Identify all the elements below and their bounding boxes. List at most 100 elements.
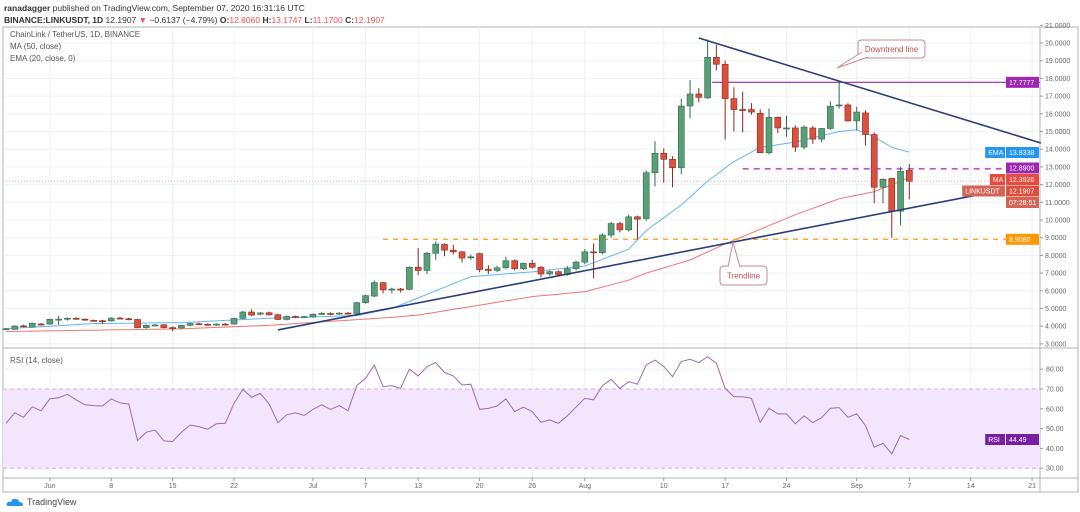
candle[interactable] xyxy=(292,315,299,318)
candle[interactable] xyxy=(274,313,282,321)
candle[interactable] xyxy=(151,324,159,327)
candle[interactable] xyxy=(888,178,896,238)
candle[interactable] xyxy=(581,249,589,265)
candle[interactable] xyxy=(476,252,483,273)
candle[interactable] xyxy=(695,88,703,103)
candle[interactable] xyxy=(467,254,475,260)
candle[interactable] xyxy=(423,251,431,274)
candle[interactable] xyxy=(520,262,527,270)
candle[interactable] xyxy=(634,215,641,240)
tradingview-branding[interactable]: TradingView xyxy=(6,497,77,507)
candle[interactable] xyxy=(20,324,27,328)
candle[interactable] xyxy=(625,214,632,232)
candle[interactable] xyxy=(449,244,457,255)
candle[interactable] xyxy=(862,110,869,146)
candle[interactable] xyxy=(414,247,422,275)
candle[interactable] xyxy=(677,98,685,174)
candle[interactable] xyxy=(239,310,247,320)
candle[interactable] xyxy=(599,233,606,255)
candle[interactable] xyxy=(853,106,860,131)
candle[interactable] xyxy=(204,323,212,326)
candle[interactable] xyxy=(178,324,185,329)
candle[interactable] xyxy=(353,301,361,315)
candle[interactable] xyxy=(2,327,10,331)
candle[interactable] xyxy=(195,322,203,326)
candle[interactable] xyxy=(64,317,71,321)
candle[interactable] xyxy=(906,163,913,200)
candle[interactable] xyxy=(546,270,554,276)
candle[interactable] xyxy=(265,311,273,316)
downtrend-line[interactable] xyxy=(698,37,1042,144)
candle[interactable] xyxy=(686,80,694,119)
candle[interactable] xyxy=(739,91,746,133)
candle[interactable] xyxy=(713,44,720,71)
candle[interactable] xyxy=(537,266,545,278)
candle[interactable] xyxy=(213,323,220,326)
candle[interactable] xyxy=(660,148,668,183)
candle[interactable] xyxy=(607,221,615,238)
candle[interactable] xyxy=(134,318,141,329)
candle[interactable] xyxy=(458,250,466,263)
candle[interactable] xyxy=(221,323,229,326)
candle[interactable] xyxy=(835,81,843,109)
candle[interactable] xyxy=(756,109,764,154)
candle[interactable] xyxy=(327,312,334,316)
candle[interactable] xyxy=(46,318,54,325)
candle[interactable] xyxy=(818,127,825,143)
candle[interactable] xyxy=(397,287,404,293)
candle[interactable] xyxy=(335,312,343,315)
candle[interactable] xyxy=(511,259,518,271)
candle[interactable] xyxy=(572,260,580,271)
candle[interactable] xyxy=(493,266,501,273)
candle[interactable] xyxy=(99,319,106,325)
uptrend-line[interactable] xyxy=(277,192,989,331)
candle[interactable] xyxy=(143,324,150,329)
candle[interactable] xyxy=(29,322,36,328)
candle[interactable] xyxy=(441,243,448,257)
ma-legend[interactable]: MA (50, close) xyxy=(10,42,62,51)
candle[interactable] xyxy=(230,317,238,325)
candle[interactable] xyxy=(721,60,729,140)
candle[interactable] xyxy=(870,132,878,204)
candle[interactable] xyxy=(730,87,738,132)
candle[interactable] xyxy=(160,324,168,329)
candle[interactable] xyxy=(318,312,326,315)
candle[interactable] xyxy=(791,125,799,152)
candle[interactable] xyxy=(371,280,378,297)
candle[interactable] xyxy=(616,221,624,233)
rsi-legend[interactable]: RSI (14, close) xyxy=(10,356,63,365)
candle[interactable] xyxy=(827,101,834,130)
author-name[interactable]: ranadagger xyxy=(4,3,51,13)
candle[interactable] xyxy=(669,156,676,188)
candle[interactable] xyxy=(388,287,396,294)
candle[interactable] xyxy=(72,317,80,320)
candle[interactable] xyxy=(344,312,352,315)
ema-legend[interactable]: EMA (20, close, 0) xyxy=(10,54,76,63)
candle[interactable] xyxy=(300,315,308,319)
candle[interactable] xyxy=(248,309,255,316)
candle[interactable] xyxy=(502,256,510,270)
candle[interactable] xyxy=(309,313,317,318)
candle[interactable] xyxy=(765,108,773,155)
candle[interactable] xyxy=(897,166,904,226)
candle[interactable] xyxy=(879,178,887,204)
trendline-callout-box[interactable] xyxy=(719,265,768,286)
candle[interactable] xyxy=(800,125,808,150)
candle[interactable] xyxy=(485,265,492,274)
candle[interactable] xyxy=(555,270,562,276)
candle[interactable] xyxy=(642,170,650,221)
candle[interactable] xyxy=(116,316,124,320)
candle[interactable] xyxy=(257,312,264,316)
trendline-callout-text[interactable]: Trendline xyxy=(727,272,761,281)
candle[interactable] xyxy=(590,243,597,279)
candle[interactable] xyxy=(81,318,89,321)
downtrend-callout-box[interactable] xyxy=(857,39,926,59)
candle[interactable] xyxy=(651,141,659,187)
candle[interactable] xyxy=(783,115,790,137)
candle[interactable] xyxy=(11,325,19,330)
candle[interactable] xyxy=(809,126,817,144)
candle[interactable] xyxy=(362,294,369,304)
candle[interactable] xyxy=(774,116,782,134)
candle[interactable] xyxy=(748,103,755,115)
